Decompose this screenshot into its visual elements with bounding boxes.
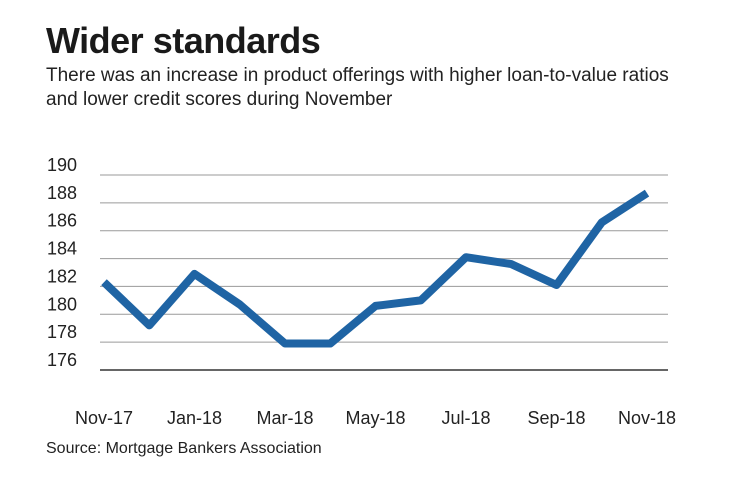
y-tick-label: 188 [47,183,77,203]
y-tick-label: 186 [47,211,77,231]
series-group [101,189,650,348]
x-tick-label: Jan-18 [167,408,222,428]
y-tick-label: 190 [47,155,77,175]
x-tick-label: Nov-17 [75,408,133,428]
x-tick-label: May-18 [345,408,405,428]
y-tick-label: 178 [47,322,77,342]
x-tick-label: Jul-18 [441,408,490,428]
chart-title: Wider standards [46,20,321,61]
chart-subtitle: There was an increase in product offerin… [46,65,669,110]
y-tick-label: 184 [47,239,77,259]
series-line [101,189,650,348]
x-tick-label: Nov-18 [618,408,676,428]
y-axis-ticks: 176 178 180 182 184 186 188 190 [47,155,77,370]
x-tick-label: Mar-18 [256,408,313,428]
y-tick-label: 180 [47,294,77,314]
gridlines [100,174,668,371]
x-tick-label: Sep-18 [527,408,585,428]
source-note: Source: Mortgage Bankers Association [46,440,322,457]
x-axis-ticks: Nov-17 Jan-18 Mar-18 May-18 Jul-18 Sep-18 Nov-… [75,408,676,428]
y-tick-label: 182 [47,266,77,286]
y-tick-label: 176 [47,350,77,370]
